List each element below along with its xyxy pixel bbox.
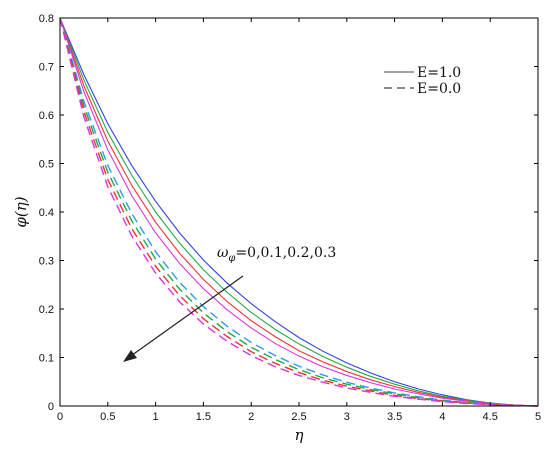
x-tick-label: 1 bbox=[153, 411, 159, 423]
annotation-label: ωφ=0,0.1,0.2,0.3 bbox=[217, 245, 336, 264]
y-axis-title: φ(η) bbox=[12, 196, 30, 227]
y-tick-label: 0.8 bbox=[39, 13, 54, 25]
annotation-omega: ω bbox=[217, 245, 229, 261]
annotation-subscript: φ bbox=[228, 253, 235, 264]
x-tick-label: 5 bbox=[535, 411, 541, 423]
x-tick-label: 1.5 bbox=[196, 411, 211, 423]
solid-series-line-4 bbox=[59, 17, 539, 407]
solid-series-line-1 bbox=[59, 17, 539, 407]
annotation-arrow-shaft bbox=[127, 275, 244, 359]
x-tick-label: 3.5 bbox=[387, 411, 402, 423]
legend-label-dashed: E=0.0 bbox=[417, 81, 461, 97]
ticks-layer: 0 0.5 1 1.5 2 2.5 3 3.5 4 4.5 5 0 0.1 0.2 0.3 0.4 0.5 0.6… bbox=[39, 13, 541, 423]
annotation-arrow-head bbox=[123, 350, 137, 362]
y-tick-label: 0.6 bbox=[39, 110, 54, 122]
legend-label-solid: E=1.0 bbox=[417, 65, 461, 81]
y-tick-label: 0 bbox=[48, 401, 54, 413]
dashed-series-line-3 bbox=[59, 17, 539, 407]
y-tick-label: 0.5 bbox=[39, 159, 54, 171]
y-tick-label: 0.7 bbox=[39, 62, 54, 74]
dashed-series-line-2 bbox=[59, 17, 539, 407]
series-layer bbox=[59, 17, 539, 407]
x-tick-label: 4.5 bbox=[483, 411, 498, 423]
y-tick-label: 0.2 bbox=[39, 304, 54, 316]
solid-series-line-3 bbox=[59, 17, 539, 407]
annotation-values: =0,0.1,0.2,0.3 bbox=[235, 245, 336, 261]
solid-series-line-2 bbox=[59, 17, 539, 407]
y-tick-label: 0.1 bbox=[39, 353, 54, 365]
x-tick-label: 0.5 bbox=[100, 411, 115, 423]
x-tick-label: 4 bbox=[439, 411, 445, 423]
y-tick-label: 0.3 bbox=[39, 256, 54, 268]
x-tick-label: 0 bbox=[57, 411, 63, 423]
x-tick-label: 3 bbox=[344, 411, 350, 423]
legend: E=1.0 E=0.0 bbox=[384, 65, 461, 97]
parameter-annotation: ωφ=0,0.1,0.2,0.3 bbox=[123, 245, 336, 362]
x-tick-label: 2.5 bbox=[291, 411, 306, 423]
x-tick-label: 2 bbox=[248, 411, 254, 423]
x-axis-title: η bbox=[295, 426, 304, 444]
dashed-series-line-4 bbox=[59, 17, 539, 407]
y-tick-label: 0.4 bbox=[39, 207, 54, 219]
